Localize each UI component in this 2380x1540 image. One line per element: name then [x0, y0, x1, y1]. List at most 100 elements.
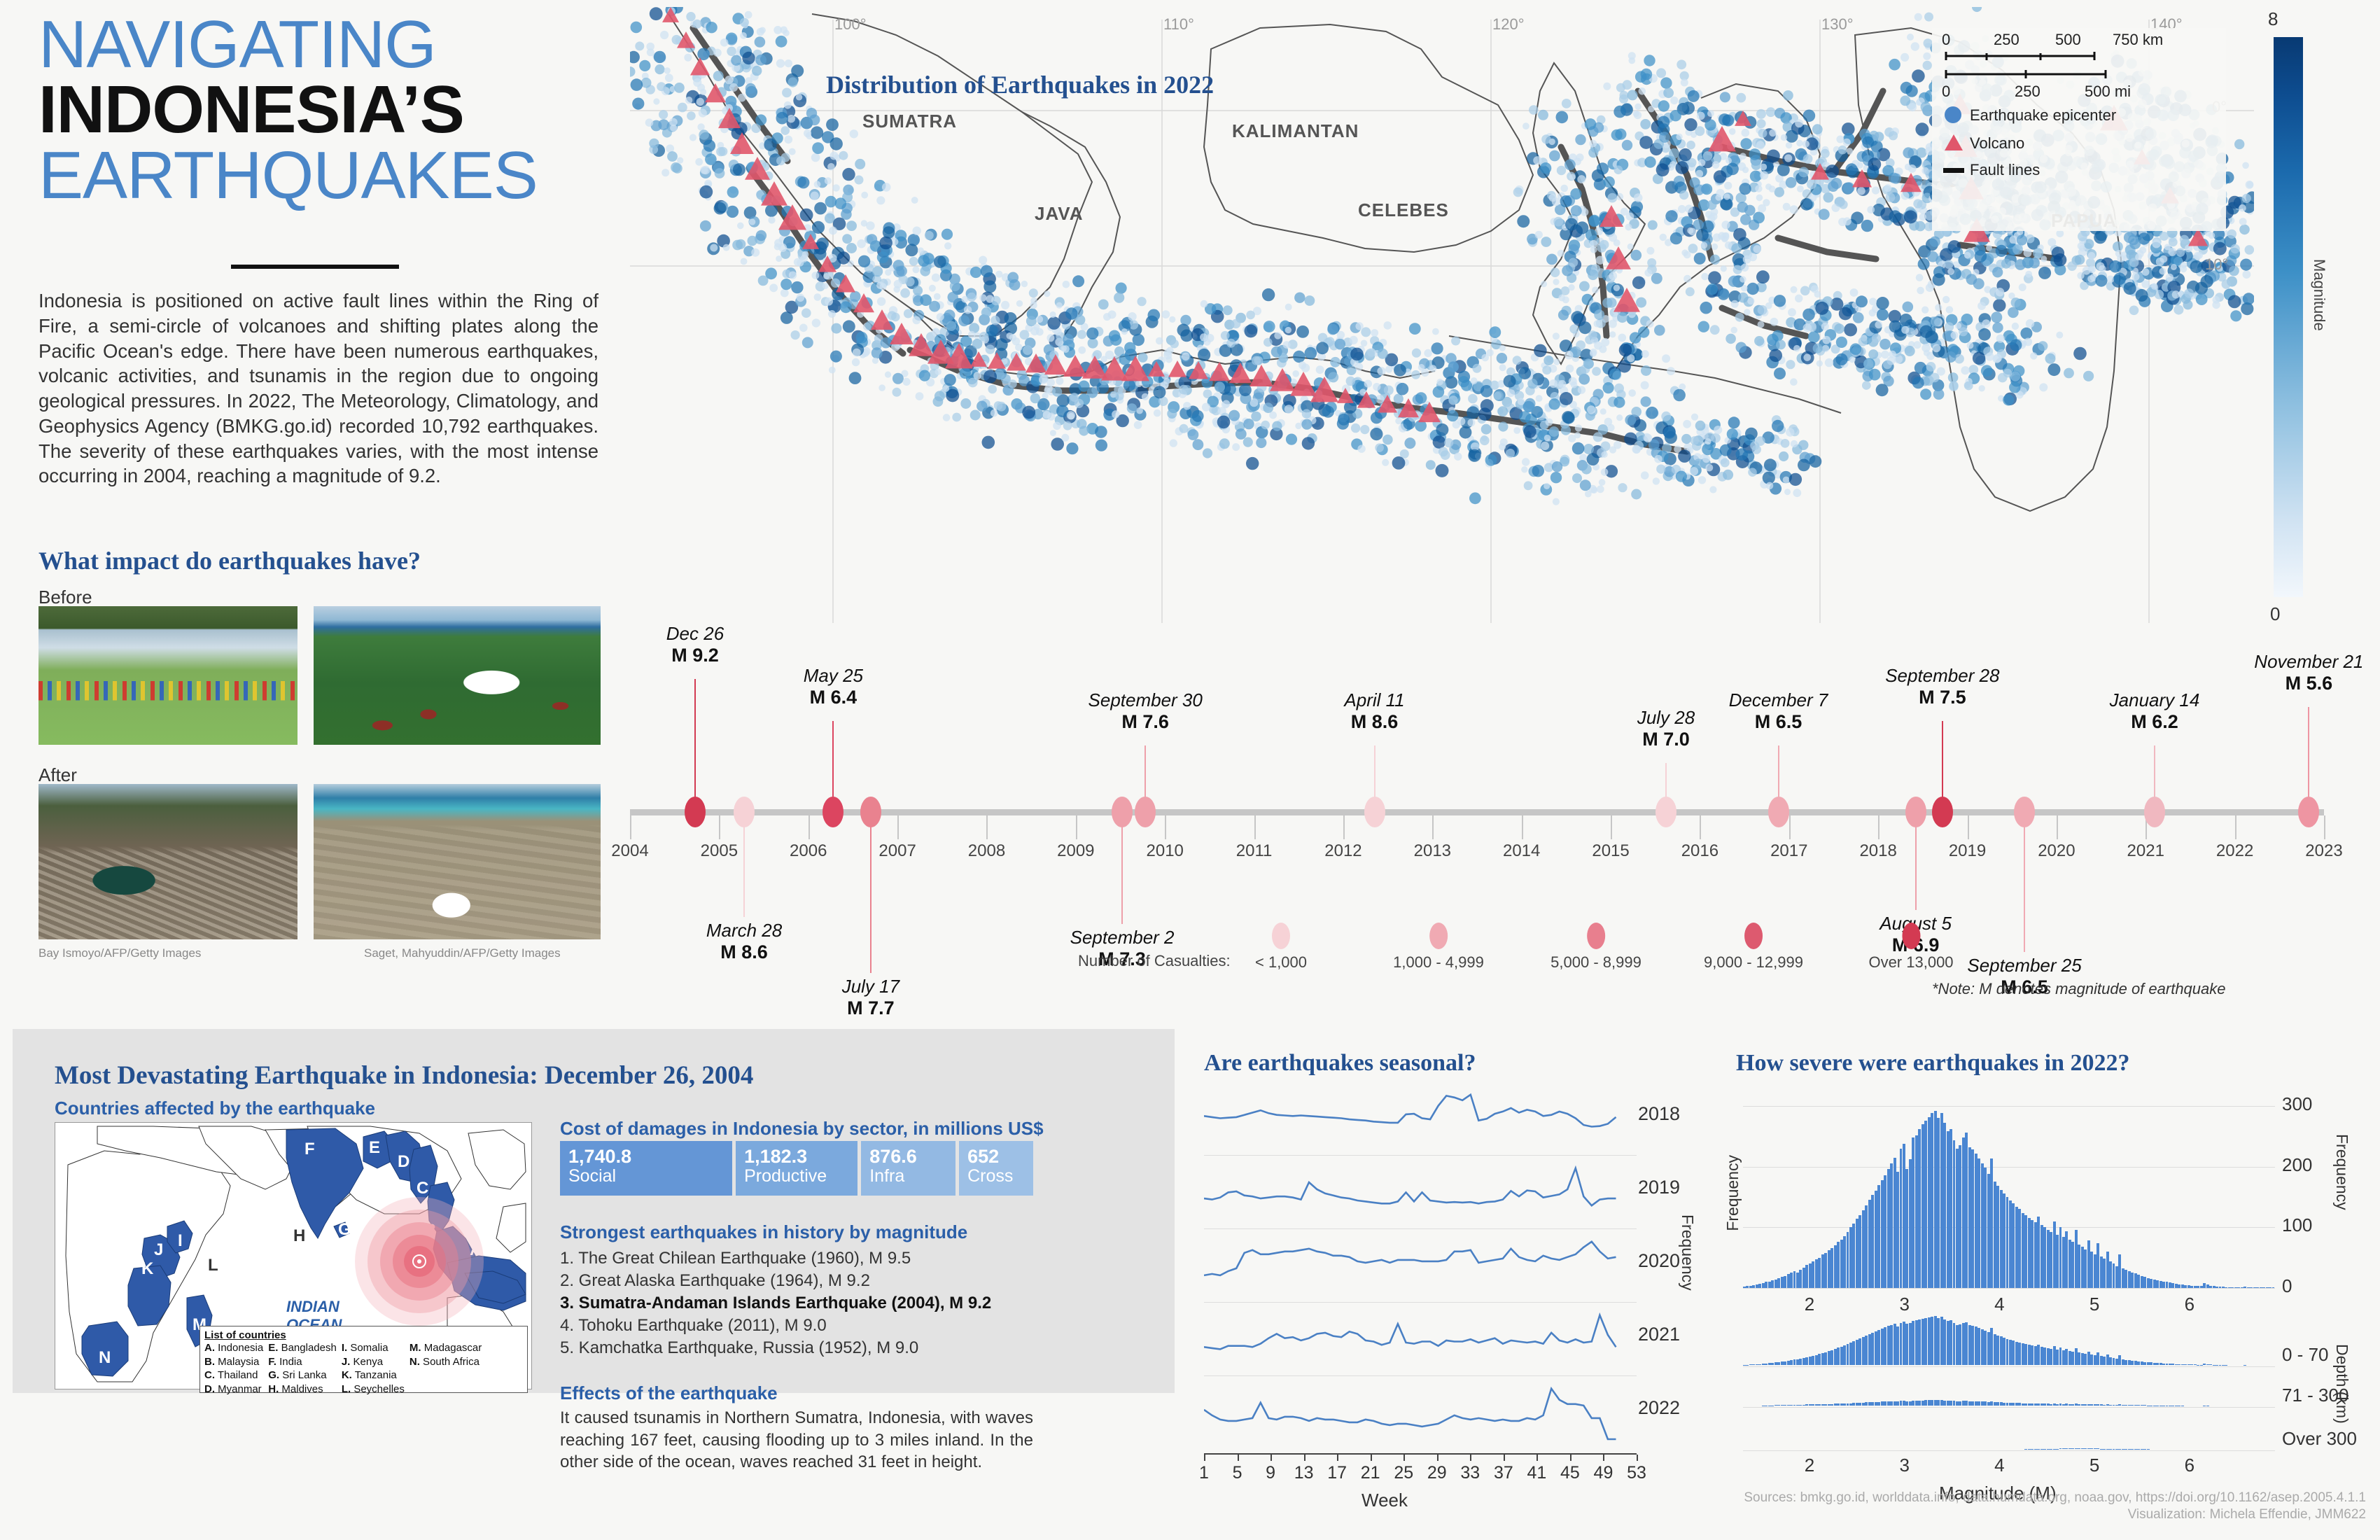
histogram-bar: [1768, 1281, 1771, 1288]
country-label-A: A: [470, 1240, 482, 1259]
histogram-bar: [2162, 1281, 2165, 1288]
histogram-bar: [1821, 1254, 1824, 1288]
histogram-bar: [2180, 1284, 2184, 1288]
histogram-bar: [1959, 1144, 1962, 1288]
severity-y-tick: 0: [2282, 1275, 2292, 1296]
histogram-bar: [2018, 1209, 2022, 1288]
scale-km-750: 750 km: [2113, 31, 2164, 48]
country-list-row: D. Myanmar H. Maldives L. Seychelles: [204, 1382, 486, 1396]
scale-mi-0: 0: [1942, 83, 1951, 100]
timeline-year: 2009: [1057, 841, 1095, 860]
headline-line-2: INDONESIA’S: [38, 72, 465, 148]
strongest-list-item: 4. Tohoku Earthquake (2011), M 9.0: [560, 1315, 827, 1335]
histogram-bar: [2137, 1274, 2141, 1288]
strongest-list-item: 5. Kamchatka Earthquake, Russia (1952), …: [560, 1338, 919, 1357]
strongest-list-item: 3. Sumatra-Andaman Islands Earthquake (2…: [560, 1293, 992, 1312]
timeline-event-dot[interactable]: [684, 797, 706, 827]
timeline-year: 2011: [1236, 841, 1273, 860]
timeline-event-dot[interactable]: [2298, 797, 2320, 827]
country-list-cell: I. Somalia: [341, 1342, 388, 1354]
legend-label-epicenter: Earthquake epicenter: [1970, 106, 2117, 124]
timeline-event-dot[interactable]: [1931, 797, 1953, 827]
timeline-event-dot[interactable]: [734, 797, 755, 827]
timeline-note: *Note: M denotes magnitude of earthquake: [1932, 980, 2226, 997]
timeline-event-label: September 30 M 7.6: [1088, 690, 1203, 732]
timeline-event-dot[interactable]: [1656, 797, 1677, 827]
timeline-event-dot[interactable]: [860, 797, 881, 827]
seasonal-week-tick: 41: [1527, 1463, 1547, 1483]
histogram-bar: [2216, 1287, 2218, 1288]
histogram-bar: [2062, 1237, 2065, 1288]
severity-y-tick: 300: [2282, 1093, 2313, 1114]
country-list-cell: E. Bangladesh: [268, 1342, 337, 1354]
histogram-bar: [2078, 1244, 2081, 1288]
histogram-bar: [2084, 1249, 2087, 1288]
cost-value: 1,740.8: [568, 1146, 632, 1167]
timeline-event-label: January 14 M 6.2: [2109, 690, 2200, 732]
histogram-bar: [1880, 1180, 1884, 1288]
timeline-year: 2012: [1324, 841, 1362, 860]
histogram-bar: [1846, 1232, 1849, 1288]
histogram-bar: [1884, 1175, 1887, 1288]
histogram-bar: [1961, 1138, 1965, 1288]
histogram-bar: [2199, 1286, 2203, 1288]
histogram-bar: [1771, 1280, 1774, 1288]
depth-band-label: 71 - 300: [2282, 1385, 2349, 1406]
timeline-event-dot[interactable]: [1768, 797, 1789, 827]
timeline-event-label: May 25 M 6.4: [803, 665, 864, 708]
histogram-bar: [2156, 1280, 2160, 1288]
country-list-cell: H. Maldives: [268, 1382, 323, 1395]
histogram-bar: [1965, 1133, 1968, 1288]
cost-bar-chart: 1,740.8 Social 1,182.3 Productive 876.6 Infra…: [560, 1141, 1033, 1196]
histogram-bar: [1805, 1265, 1809, 1288]
country-list-cell: C. Thailand: [204, 1369, 258, 1381]
histogram-bar: [2159, 1280, 2162, 1288]
histogram-bar: [1956, 1148, 1959, 1288]
histogram-bar: [1746, 1286, 1749, 1288]
cost-value: 876.6: [869, 1146, 917, 1167]
histogram-bar: [2197, 1286, 2200, 1288]
histogram-bar: [2115, 1266, 2118, 1288]
country-label-I: I: [178, 1231, 183, 1250]
country-label-K: K: [141, 1259, 154, 1278]
histogram-bar: [2244, 1287, 2247, 1288]
severity-x-tick-top: 4: [1994, 1294, 2005, 1315]
histogram-bar: [2222, 1287, 2225, 1288]
timeline-event-dot[interactable]: [1364, 797, 1385, 827]
headline-line-3: EARTHQUAKES: [38, 138, 538, 214]
histogram-bar: [1931, 1113, 1934, 1288]
histogram-bar: [1868, 1199, 1871, 1288]
seasonal-week-tick: 33: [1460, 1463, 1480, 1483]
region-label-kalimantan: KALIMANTAN: [1232, 120, 1359, 141]
casualty-legend-item: 9,000 - 12,999: [1704, 923, 1803, 972]
histogram-bar: [1852, 1224, 1856, 1288]
timeline-year: 2007: [878, 841, 916, 860]
histogram-bar: [1977, 1158, 1981, 1288]
page-title: NAVIGATING INDONESIA’S EARTHQUAKES: [38, 10, 620, 214]
timeline-event-dot[interactable]: [2014, 797, 2036, 827]
country-label-H: H: [293, 1226, 306, 1245]
histogram-bar: [1937, 1118, 1940, 1288]
severity-depth-axis-label: Depth (km): [2333, 1344, 2351, 1424]
seasonal-week-tick: 37: [1493, 1463, 1513, 1483]
timeline-year: 2022: [2216, 841, 2254, 860]
timeline-event-dot[interactable]: [1135, 797, 1156, 827]
timeline-event-dot[interactable]: [1112, 797, 1133, 827]
histogram-bar: [2140, 1275, 2143, 1288]
timeline-year: 2006: [790, 841, 827, 860]
country-label-B: B: [424, 1221, 437, 1240]
timeline-event-dot[interactable]: [1905, 797, 1926, 827]
histogram-bar: [1808, 1264, 1812, 1288]
timeline-event-dot[interactable]: [822, 797, 844, 827]
histogram-bar: [1824, 1252, 1828, 1288]
devastating-panel-title: Most Devastating Earthquake in Indonesia…: [55, 1061, 754, 1090]
histogram-bar: [1858, 1215, 1862, 1288]
histogram-bar: [1899, 1148, 1903, 1288]
timeline-event-dot[interactable]: [2144, 797, 2165, 827]
histogram-bar: [1758, 1283, 1762, 1288]
histogram-bar: [1818, 1257, 1821, 1288]
severity-x-tick-bottom: 3: [1899, 1455, 1910, 1476]
tsunami-rings-icon: [355, 1197, 484, 1326]
before-label: Before: [38, 587, 92, 608]
histogram-bar: [1865, 1205, 1868, 1288]
